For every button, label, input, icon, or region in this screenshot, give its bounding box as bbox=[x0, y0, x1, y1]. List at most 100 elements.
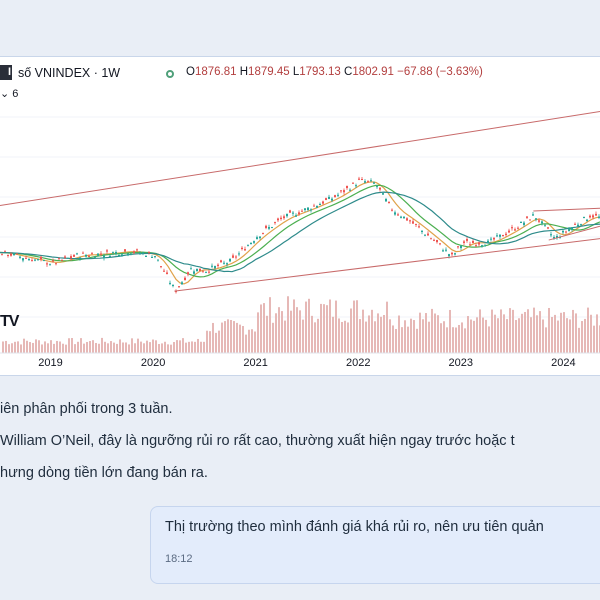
volume-bar bbox=[5, 340, 7, 353]
candle-body bbox=[472, 240, 474, 244]
incoming-message: iên phân phối trong 3 tuần. William O’Ne… bbox=[0, 392, 600, 500]
volume-bar bbox=[8, 344, 10, 353]
low-label: L bbox=[292, 66, 300, 78]
candle-body bbox=[532, 214, 534, 216]
volume-bar bbox=[530, 317, 532, 353]
volume-bar bbox=[149, 342, 151, 353]
volume-bar bbox=[92, 340, 94, 353]
volume-bar bbox=[110, 341, 112, 353]
volume-bar bbox=[125, 342, 127, 353]
candle-body bbox=[421, 230, 423, 232]
candle-body bbox=[355, 185, 357, 187]
candle-body bbox=[409, 220, 411, 222]
volume-bar bbox=[593, 325, 595, 353]
change-value: −67.88 (−3.63%) bbox=[397, 66, 483, 78]
volume-bar bbox=[584, 318, 586, 353]
candle-body bbox=[163, 270, 165, 272]
volume-bar bbox=[389, 319, 391, 353]
high-label: H bbox=[239, 66, 249, 78]
candle-body bbox=[544, 224, 546, 226]
candle-body bbox=[106, 250, 108, 252]
volume-bar bbox=[422, 319, 424, 353]
candle-body bbox=[382, 193, 384, 195]
volume-bar bbox=[239, 324, 241, 353]
volume-bar bbox=[392, 325, 394, 353]
candle-body bbox=[367, 180, 369, 182]
volume-bar bbox=[317, 318, 319, 353]
candle-body bbox=[52, 260, 54, 262]
volume-bar bbox=[188, 341, 190, 353]
volume-bar bbox=[398, 315, 400, 353]
candle-body bbox=[568, 229, 570, 232]
open-value: 1876.81 bbox=[194, 66, 237, 78]
volume-bar bbox=[266, 315, 268, 353]
symbol-title[interactable]: số VNINDEX · 1W bbox=[18, 66, 121, 80]
candle-body bbox=[436, 239, 438, 243]
outgoing-message-bubble[interactable]: Thị trường theo mình đánh giá khá rủi ro… bbox=[150, 506, 600, 584]
candle-body bbox=[580, 224, 582, 226]
volume-bar bbox=[596, 314, 598, 353]
candle-body bbox=[241, 247, 243, 250]
volume-bar bbox=[263, 303, 265, 353]
volume-bar bbox=[200, 341, 202, 353]
candle-body bbox=[595, 213, 597, 216]
candle-body bbox=[142, 252, 144, 254]
candle-body bbox=[259, 236, 261, 239]
volume-bar bbox=[557, 320, 559, 353]
candle-body bbox=[280, 217, 282, 219]
volume-bar bbox=[209, 331, 211, 353]
candle-body bbox=[88, 255, 90, 257]
candle-body bbox=[316, 205, 318, 208]
candle-body bbox=[283, 216, 285, 219]
volume-bar bbox=[335, 300, 337, 353]
volume-bar bbox=[101, 337, 103, 353]
candle-body bbox=[205, 271, 207, 273]
volume-bar bbox=[560, 312, 562, 353]
candle-body bbox=[340, 190, 342, 192]
candle-body bbox=[412, 221, 414, 224]
candle-body bbox=[304, 208, 306, 211]
volume-bar bbox=[74, 344, 76, 353]
volume-bar bbox=[227, 319, 229, 353]
volume-bar bbox=[425, 313, 427, 353]
candle-body bbox=[46, 263, 48, 265]
volume-bar bbox=[320, 303, 322, 353]
chevron-down-icon: ⌄ bbox=[0, 88, 13, 100]
candle-body bbox=[484, 245, 486, 247]
candle-body bbox=[274, 222, 276, 224]
candle-body bbox=[442, 250, 444, 252]
volume-bar bbox=[176, 340, 178, 353]
volume-bar bbox=[494, 314, 496, 353]
chart-widget[interactable]: I số VNINDEX · 1W O1876.81 H1879.45 L179… bbox=[0, 56, 600, 376]
volume-bar bbox=[428, 321, 430, 353]
x-tick-label: 2020 bbox=[140, 357, 166, 369]
indicator-toggle[interactable]: ⌄ 6 bbox=[0, 87, 18, 100]
candle-body bbox=[541, 221, 543, 224]
volume-bar bbox=[383, 315, 385, 353]
chart-logo-icon: I bbox=[0, 65, 12, 80]
close-label: C bbox=[344, 66, 353, 78]
open-label: O bbox=[186, 66, 195, 78]
volume-bar bbox=[23, 338, 25, 353]
volume-bar bbox=[119, 339, 121, 353]
chart-canvas[interactable] bbox=[0, 57, 600, 375]
volume-bar bbox=[56, 340, 58, 353]
candle-body bbox=[322, 201, 324, 204]
volume-bar bbox=[509, 308, 511, 353]
candle-body bbox=[457, 246, 459, 248]
candle-body bbox=[37, 259, 39, 261]
candle-body bbox=[364, 181, 366, 183]
candle-body bbox=[556, 235, 558, 238]
candle-body bbox=[154, 256, 156, 258]
candle-body bbox=[151, 256, 153, 258]
candle-body bbox=[40, 256, 42, 259]
candle-body bbox=[187, 272, 189, 275]
volume-bar bbox=[323, 304, 325, 353]
volume-bar bbox=[233, 321, 235, 353]
volume-bar bbox=[104, 341, 106, 353]
candle-body bbox=[460, 245, 462, 249]
candle-body bbox=[268, 227, 270, 229]
volume-bar bbox=[44, 341, 46, 353]
x-tick-label: 2021 bbox=[243, 357, 268, 369]
volume-bar bbox=[563, 312, 565, 353]
